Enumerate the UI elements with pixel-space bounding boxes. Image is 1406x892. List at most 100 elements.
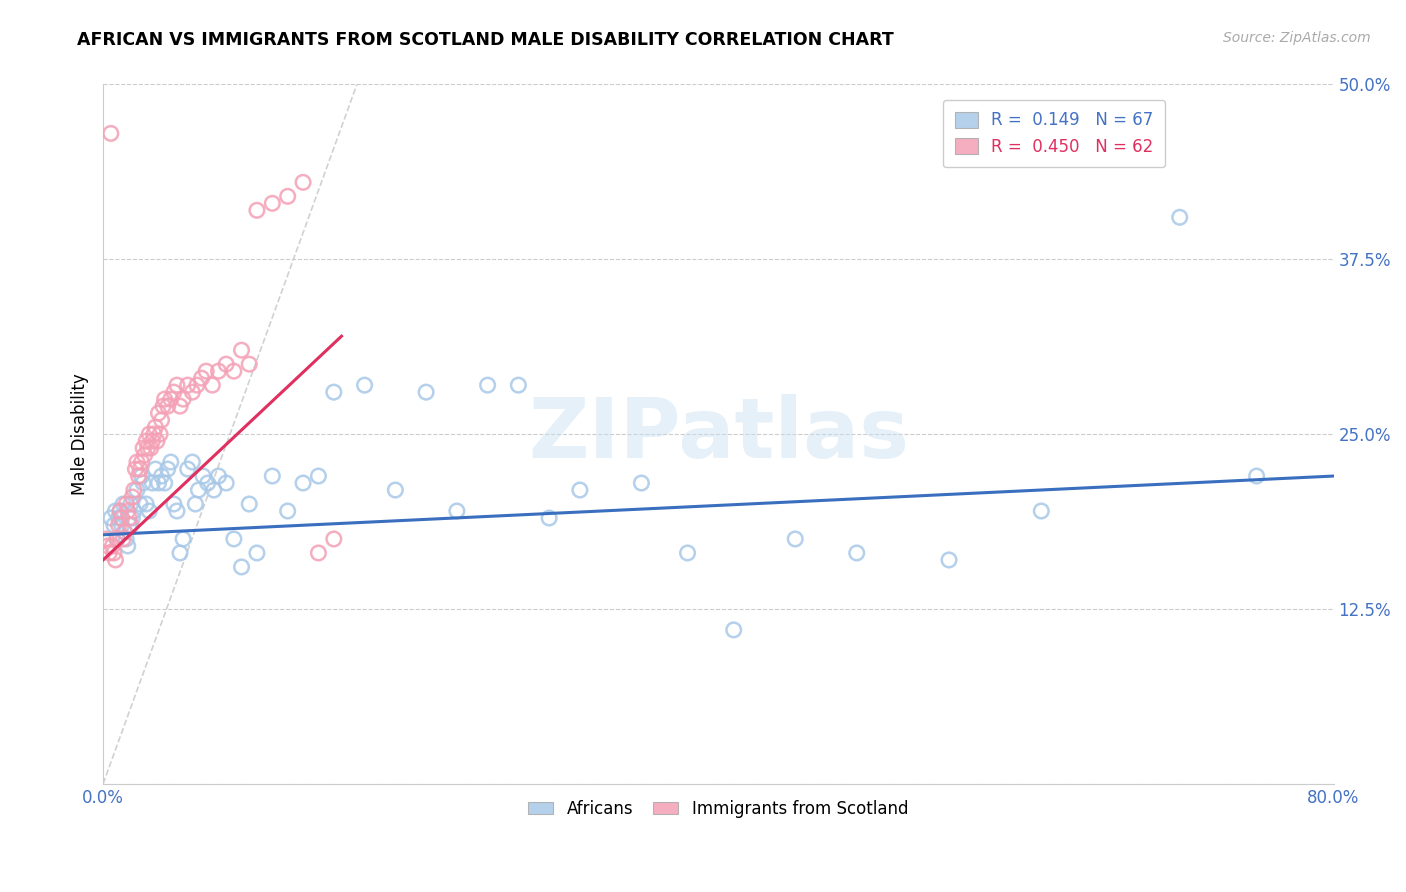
Point [785,532,807,546]
Point [122,483,145,497]
Point [138,504,160,518]
Point [292,476,315,491]
Point [246,546,269,560]
Point [166,504,188,518]
Point [238,497,260,511]
Point [222,532,245,546]
Point [135,434,157,448]
Point [215,357,238,371]
Point [630,476,652,491]
Point [104,504,127,518]
Point [103,546,125,560]
Point [187,483,209,497]
Point [132,441,155,455]
Point [169,399,191,413]
Point [163,385,186,400]
Point [307,469,329,483]
Point [153,392,176,406]
Point [190,371,212,385]
Point [128,469,150,483]
Point [159,455,181,469]
Point [197,476,219,491]
Point [135,497,157,511]
Point [384,483,406,497]
Point [181,385,204,400]
Point [117,504,139,518]
Text: AFRICAN VS IMMIGRANTS FROM SCOTLAND MALE DISABILITY CORRELATION CHART: AFRICAN VS IMMIGRANTS FROM SCOTLAND MALE… [77,31,894,49]
Point [207,469,229,483]
Point [353,378,375,392]
Point [156,462,179,476]
Point [98,546,121,560]
Point [121,490,143,504]
Point [103,518,125,533]
Point [104,553,127,567]
Point [292,175,315,189]
Point [108,504,131,518]
Point [149,427,172,442]
Point [125,455,148,469]
Point [107,511,129,525]
Point [105,532,128,546]
Point [207,364,229,378]
Point [1168,211,1191,225]
Point [172,532,194,546]
Point [110,511,132,525]
Point [1031,504,1053,518]
Point [231,343,253,358]
Point [110,518,132,533]
Point [121,511,143,525]
Point [446,504,468,518]
Point [277,189,299,203]
Point [202,483,225,497]
Point [125,483,148,497]
Point [122,504,145,518]
Point [112,497,135,511]
Point [238,357,260,371]
Point [134,448,156,462]
Point [322,385,344,400]
Point [114,524,136,539]
Point [114,524,136,539]
Point [153,476,176,491]
Point [215,476,238,491]
Point [148,406,170,420]
Point [131,455,153,469]
Point [177,378,200,392]
Point [150,413,173,427]
Point [231,560,253,574]
Point [477,378,499,392]
Legend: Africans, Immigrants from Scotland: Africans, Immigrants from Scotland [522,793,915,824]
Point [129,497,152,511]
Point [112,532,135,546]
Point [101,539,124,553]
Point [100,511,122,525]
Point [115,532,138,546]
Point [676,546,699,560]
Point [129,462,152,476]
Point [107,518,129,533]
Point [96,532,118,546]
Point [145,462,167,476]
Point [156,399,179,413]
Point [172,392,194,406]
Point [262,196,284,211]
Point [150,469,173,483]
Point [222,364,245,378]
Text: ZIPatlas: ZIPatlas [527,393,908,475]
Point [115,497,138,511]
Point [322,532,344,546]
Point [141,434,163,448]
Point [277,504,299,518]
Point [136,441,159,455]
Point [120,518,142,533]
Point [105,532,128,546]
Point [415,385,437,400]
Point [118,511,141,525]
Point [132,476,155,491]
Point [100,127,122,141]
Point [201,378,224,392]
Point [568,483,591,497]
Y-axis label: Male Disability: Male Disability [72,373,89,495]
Point [191,469,214,483]
